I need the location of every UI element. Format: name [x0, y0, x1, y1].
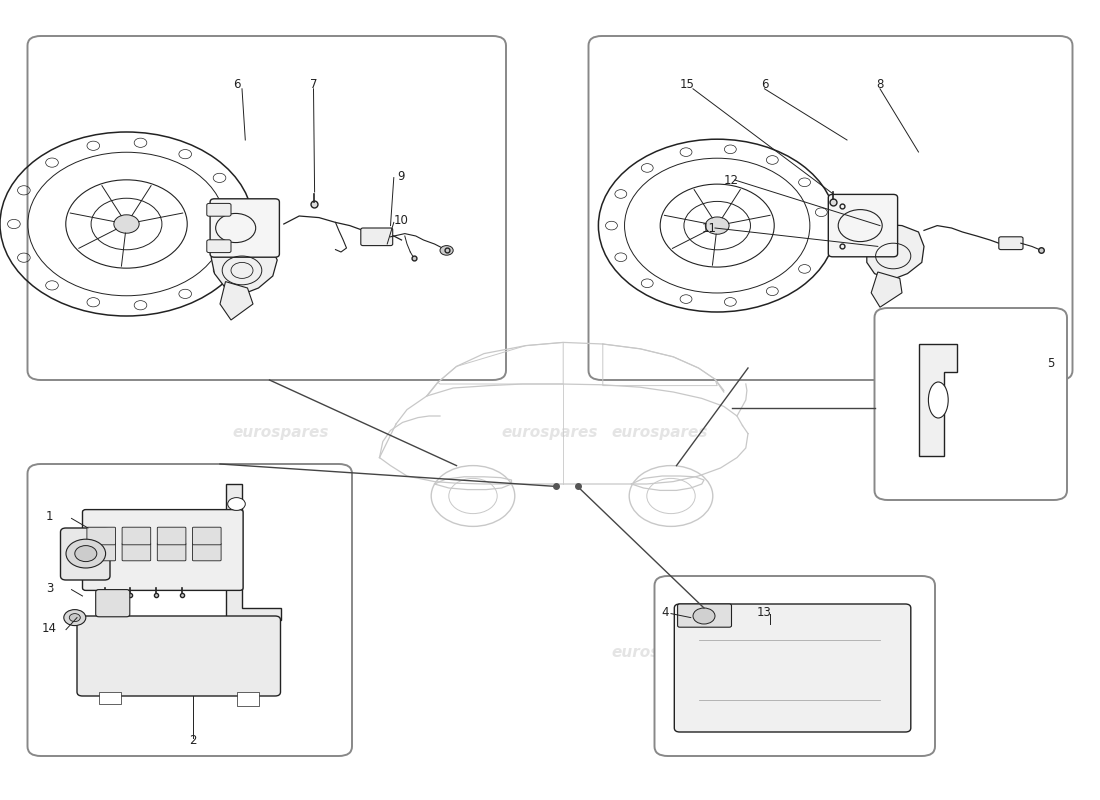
Text: 5: 5 — [1047, 358, 1054, 370]
FancyBboxPatch shape — [207, 203, 231, 216]
Text: 13: 13 — [757, 606, 772, 618]
Text: eurospares: eurospares — [612, 645, 708, 659]
FancyBboxPatch shape — [207, 240, 231, 253]
FancyBboxPatch shape — [874, 308, 1067, 500]
Polygon shape — [236, 692, 258, 706]
Circle shape — [66, 539, 106, 568]
Text: 6: 6 — [233, 78, 240, 90]
Circle shape — [114, 214, 139, 234]
Polygon shape — [211, 232, 277, 294]
Circle shape — [705, 217, 729, 234]
FancyBboxPatch shape — [674, 604, 911, 732]
Text: 11: 11 — [702, 222, 717, 234]
FancyBboxPatch shape — [122, 543, 151, 561]
Text: 6: 6 — [761, 78, 768, 90]
FancyBboxPatch shape — [192, 527, 221, 545]
Text: 1: 1 — [46, 510, 53, 522]
Text: eurospares: eurospares — [612, 425, 708, 439]
Circle shape — [69, 614, 80, 622]
Polygon shape — [867, 224, 924, 280]
Circle shape — [64, 610, 86, 626]
Text: 7: 7 — [310, 78, 317, 90]
Text: 8: 8 — [877, 78, 883, 90]
FancyBboxPatch shape — [157, 543, 186, 561]
Text: 10: 10 — [394, 214, 409, 226]
Text: 15: 15 — [680, 78, 695, 90]
Polygon shape — [220, 282, 253, 320]
FancyBboxPatch shape — [678, 604, 732, 627]
Polygon shape — [226, 484, 280, 620]
Polygon shape — [918, 344, 957, 456]
FancyBboxPatch shape — [77, 616, 280, 696]
Polygon shape — [871, 272, 902, 307]
FancyBboxPatch shape — [192, 543, 221, 561]
Circle shape — [75, 546, 97, 562]
Circle shape — [228, 498, 245, 510]
Circle shape — [440, 246, 453, 255]
FancyBboxPatch shape — [82, 510, 243, 590]
FancyBboxPatch shape — [87, 543, 116, 561]
Text: eurospares: eurospares — [232, 645, 329, 659]
FancyBboxPatch shape — [210, 198, 279, 258]
FancyBboxPatch shape — [28, 464, 352, 756]
FancyBboxPatch shape — [588, 36, 1072, 380]
Text: eurospares: eurospares — [502, 425, 598, 439]
Polygon shape — [99, 692, 121, 704]
FancyBboxPatch shape — [654, 576, 935, 756]
Text: 3: 3 — [46, 582, 53, 594]
FancyBboxPatch shape — [60, 528, 110, 580]
Text: 14: 14 — [42, 622, 57, 634]
FancyBboxPatch shape — [361, 228, 393, 246]
FancyBboxPatch shape — [87, 527, 116, 545]
Text: eurospares: eurospares — [232, 425, 329, 439]
Ellipse shape — [928, 382, 948, 418]
FancyBboxPatch shape — [157, 527, 186, 545]
Text: 4: 4 — [662, 606, 669, 618]
Text: 2: 2 — [189, 734, 196, 746]
FancyBboxPatch shape — [122, 527, 151, 545]
FancyBboxPatch shape — [999, 237, 1023, 250]
Circle shape — [693, 608, 715, 624]
Text: 12: 12 — [724, 174, 739, 186]
FancyBboxPatch shape — [96, 590, 130, 617]
FancyBboxPatch shape — [828, 194, 898, 257]
Text: 9: 9 — [398, 170, 405, 182]
FancyBboxPatch shape — [28, 36, 506, 380]
